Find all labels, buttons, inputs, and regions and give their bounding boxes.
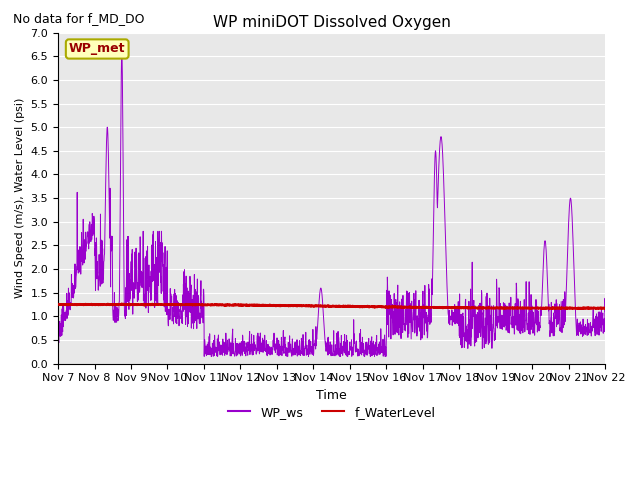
Text: WP_met: WP_met [69, 43, 125, 56]
Text: No data for f_MD_DO: No data for f_MD_DO [13, 12, 144, 25]
Y-axis label: Wind Speed (m/s), Water Level (psi): Wind Speed (m/s), Water Level (psi) [15, 98, 25, 299]
Legend: WP_ws, f_WaterLevel: WP_ws, f_WaterLevel [223, 401, 440, 424]
Title: WP miniDOT Dissolved Oxygen: WP miniDOT Dissolved Oxygen [212, 15, 451, 30]
X-axis label: Time: Time [316, 389, 347, 402]
